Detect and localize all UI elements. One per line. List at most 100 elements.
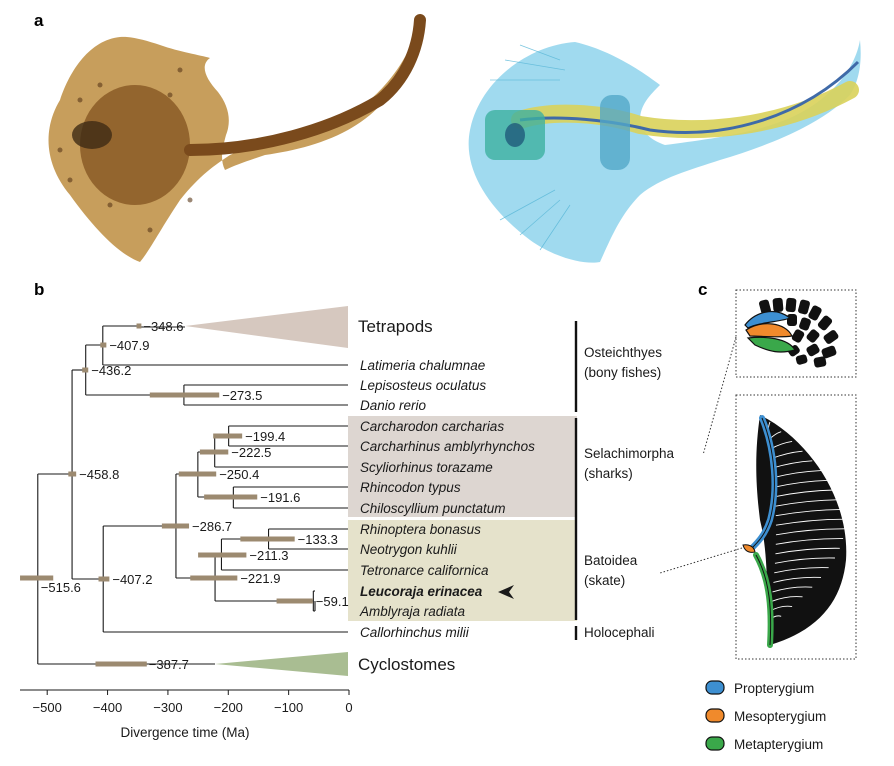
fin-ray <box>773 576 822 583</box>
fin-ray <box>774 479 829 488</box>
cyclostomes-wedge <box>215 652 348 676</box>
axis-tick-label: −200 <box>214 700 243 715</box>
taxon-carcharhinus: Carcharhinus amblyrhynchos <box>360 439 535 454</box>
ci-bar-rajidae <box>276 598 313 604</box>
node-label-carcharodon_carcharhinus: −199.4 <box>245 429 285 444</box>
fin-ray <box>775 499 840 507</box>
fin-ray <box>775 538 844 545</box>
legend-label-propterygium: Propterygium <box>734 681 814 696</box>
ci-bar-root <box>20 575 54 581</box>
taxon-lepisosteus: Lepisosteus oculatus <box>360 378 486 393</box>
node-label-myliobatiformes_torpediniformes: −211.3 <box>249 548 288 563</box>
group-osteichthyes: Osteichthyes <box>584 345 662 360</box>
legend-label-metapterygium: Metapterygium <box>734 737 823 752</box>
ci-bar-osteichthyes <box>82 367 89 373</box>
taxon-rhincodon: Rhincodon typus <box>360 480 461 495</box>
fin-ray <box>775 528 845 536</box>
node-label-carcharhiniformes: −222.5 <box>231 445 271 460</box>
ci-bar-myliobatiformes_torpediniformes <box>198 552 247 558</box>
inset-box-top <box>735 289 857 378</box>
axis-tick-label: 0 <box>345 700 352 715</box>
node-label-sharks: −250.4 <box>219 467 259 482</box>
time-axis: −500 −400 −300 −200 −100 0 <box>20 689 353 715</box>
legend-swatch-propterygium <box>705 680 725 695</box>
ci-bar-chondrichthyes <box>98 576 110 582</box>
panel-b-label: b <box>34 280 44 299</box>
taxon-danio: Danio rerio <box>360 398 427 413</box>
taxon-tetrapods: Tetrapods <box>358 317 433 336</box>
node-label-orectolobiformes: −191.6 <box>260 490 300 505</box>
taxon-amblyraja: Amblyraja radiata <box>359 604 466 619</box>
legend-swatch-mesopterygium <box>705 708 725 723</box>
fin-ray <box>775 518 845 526</box>
fin-skeleton-embryo <box>744 297 839 368</box>
phylogenetic-tree <box>37 325 348 665</box>
fin-ray <box>775 547 840 555</box>
taxon-chiloscyllium: Chiloscyllium punctatum <box>360 501 506 516</box>
taxon-latimeria: Latimeria chalumnae <box>360 358 485 373</box>
ci-bar-carcharodon_carcharhinus <box>213 433 243 439</box>
axis-tick-label: −500 <box>33 700 62 715</box>
fin-ray <box>772 586 813 593</box>
ci-bar-orectolobiformes <box>204 494 258 500</box>
skates-highlight-box <box>348 520 577 621</box>
sharks-highlight-box <box>348 416 577 517</box>
ci-bar-elasmobranchii <box>161 523 190 529</box>
connector-line-top <box>702 336 737 456</box>
ci-bar-gnathostomes <box>68 471 77 477</box>
group-selachimorpha-sub: (sharks) <box>584 466 633 481</box>
arrowhead-icon <box>498 585 514 599</box>
axis-tick-label: −400 <box>93 700 122 715</box>
node-label-sarcopterygii: −407.9 <box>109 338 149 353</box>
legend-swatch-metapterygium <box>705 736 725 751</box>
fin-ray <box>774 489 835 498</box>
ci-bar-batoidea <box>190 575 238 581</box>
taxon-leucoraja: Leucoraja erinacea <box>360 584 483 599</box>
node-label-cyclostomes_stem: −387.7 <box>149 657 189 672</box>
node-label-chondrichthyes: −407.2 <box>112 572 152 587</box>
group-holocephali: Holocephali <box>584 625 655 640</box>
legend-label-mesopterygium: Mesopterygium <box>734 709 826 724</box>
taxon-cyclostomes: Cyclostomes <box>358 655 455 674</box>
fin-ray <box>774 557 835 564</box>
ci-bar-tetrapods <box>136 323 142 329</box>
tetrapods-wedge <box>185 306 348 348</box>
group-batoidea: Batoidea <box>584 553 638 568</box>
legend: Propterygium Mesopterygium Metapterygium <box>705 680 826 752</box>
group-selachimorpha: Selachimorpha <box>584 446 675 461</box>
fin-ray <box>775 508 844 517</box>
node-label-actinopterygii: −273.5 <box>222 388 262 403</box>
panel-a-label: a <box>34 11 44 30</box>
taxon-neotrygon: Neotrygon kuhlii <box>360 542 458 557</box>
fin-ray <box>771 596 803 602</box>
taxon-scyliorhinus: Scyliorhinus torazame <box>360 460 493 475</box>
taxon-callorhinchus: Callorhinchus milii <box>360 625 470 640</box>
panel-c-label: c <box>698 280 707 299</box>
fin-ray <box>773 470 822 479</box>
node-label-rajidae: −59.1 <box>316 594 349 609</box>
ci-bar-sarcopterygii <box>100 342 107 348</box>
taxon-rhinoptera: Rhinoptera bonasus <box>360 522 481 537</box>
axis-tick-label: −100 <box>274 700 303 715</box>
node-label-batoidea: −221.9 <box>240 571 280 586</box>
axis-tick-label: −300 <box>153 700 182 715</box>
node-label-myliobatiformes: −133.3 <box>298 532 338 547</box>
fin-ray <box>774 567 829 574</box>
fin-skeleton-adult <box>742 415 847 648</box>
group-batoidea-sub: (skate) <box>584 573 625 588</box>
ci-bar-cyclostomes_stem <box>95 661 147 667</box>
ci-bar-actinopterygii <box>149 392 220 398</box>
ci-bar-sharks <box>178 471 217 477</box>
connector-line-bottom <box>659 547 743 574</box>
node-age-labels: −515.6 −458.8 −436.2 −407.9 −348.6 −273.5 −407… <box>41 319 349 672</box>
taxon-tetronarce: Tetronarce californica <box>360 563 489 578</box>
skate-photo-cleared <box>468 40 861 263</box>
node-label-elasmobranchii: −286.7 <box>192 519 232 534</box>
axis-title: Divergence time (Ma) <box>120 725 249 740</box>
node-label-gnathostomes: −458.8 <box>79 467 119 482</box>
ci-bar-carcharhiniformes <box>199 449 229 455</box>
node-label-tetrapods: −348.6 <box>143 319 183 334</box>
taxon-carcharodon: Carcharodon carcharias <box>360 419 504 434</box>
node-label-root: −515.6 <box>41 580 81 595</box>
